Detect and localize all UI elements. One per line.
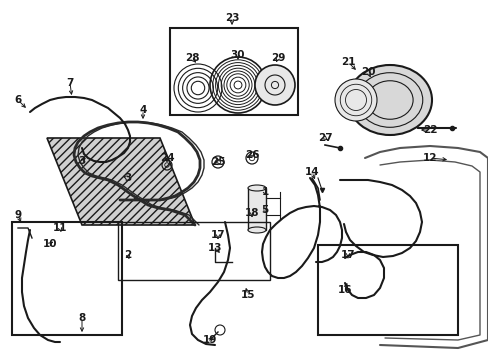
- Polygon shape: [47, 138, 195, 225]
- Text: 3: 3: [78, 156, 85, 166]
- Bar: [170, 28, 297, 115]
- Text: 13: 13: [207, 243, 222, 253]
- Bar: [12, 222, 122, 335]
- Circle shape: [254, 65, 294, 105]
- Text: 30: 30: [230, 50, 245, 60]
- Text: 2: 2: [124, 250, 131, 260]
- Text: 5: 5: [261, 205, 268, 215]
- Text: 10: 10: [42, 239, 57, 249]
- Text: 28: 28: [184, 53, 199, 63]
- Text: 11: 11: [53, 223, 67, 233]
- Text: 12: 12: [422, 153, 436, 163]
- Ellipse shape: [247, 227, 265, 233]
- Text: 18: 18: [244, 208, 259, 218]
- Text: 17: 17: [210, 230, 225, 240]
- Text: 22: 22: [422, 125, 436, 135]
- Text: 8: 8: [78, 313, 85, 323]
- Text: 23: 23: [224, 13, 239, 23]
- Text: 25: 25: [210, 157, 225, 167]
- Text: 24: 24: [160, 153, 174, 163]
- Text: 3: 3: [124, 173, 131, 183]
- Ellipse shape: [247, 185, 265, 191]
- Text: 4: 4: [139, 105, 146, 115]
- Text: 9: 9: [15, 210, 21, 220]
- Ellipse shape: [347, 65, 431, 135]
- Text: 1: 1: [261, 187, 268, 197]
- Text: 20: 20: [360, 67, 374, 77]
- Circle shape: [334, 79, 376, 121]
- Text: 14: 14: [304, 167, 319, 177]
- Text: 15: 15: [240, 290, 255, 300]
- Text: 21: 21: [340, 57, 354, 67]
- Bar: [118, 222, 269, 280]
- Text: 29: 29: [270, 53, 285, 63]
- Text: 16: 16: [337, 285, 351, 295]
- Text: 19: 19: [203, 335, 217, 345]
- Text: 7: 7: [66, 78, 74, 88]
- Text: 6: 6: [14, 95, 21, 105]
- Bar: [317, 245, 457, 335]
- Text: 17: 17: [340, 250, 355, 260]
- Text: 27: 27: [317, 133, 332, 143]
- Bar: [247, 188, 265, 230]
- Text: 26: 26: [244, 150, 259, 160]
